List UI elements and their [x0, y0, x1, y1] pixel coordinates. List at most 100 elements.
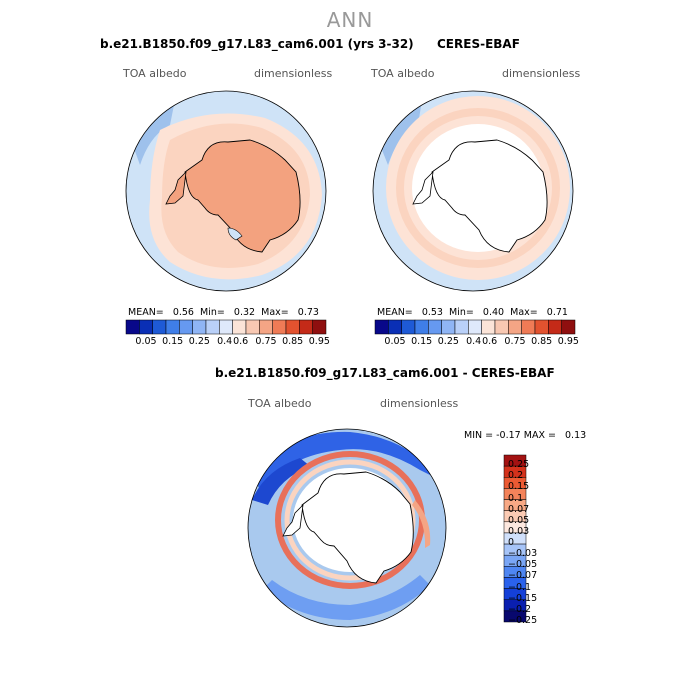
- map3-peninsula: [282, 503, 304, 537]
- colorbar3-tick-label: 0.25: [508, 459, 530, 471]
- colorbar2-swatch: [561, 319, 576, 335]
- colorbar3-tick-label: −0.1: [508, 581, 532, 593]
- colorbar2-swatch: [401, 319, 416, 335]
- panel1-right-label: dimensionless: [254, 67, 333, 80]
- colorbar1-swatch: [312, 319, 327, 335]
- panel2-stats: MEAN= 0.53 Min= 0.40 Max= 0.71: [377, 307, 568, 318]
- map2-island: [377, 150, 380, 154]
- panel1-min-value: 0.32: [233, 307, 256, 318]
- panel3-stats: MIN = -0.17 MAX = 0.13: [464, 430, 586, 441]
- map2: [373, 91, 573, 291]
- map3-deep-negative: [252, 458, 310, 505]
- colorbar1-tick-label: 0.95: [308, 336, 330, 347]
- colorbar1-swatch: [219, 319, 233, 335]
- colorbar3-tick-label: 0: [508, 537, 515, 549]
- panel2-mean-label: MEAN=: [377, 307, 413, 318]
- page-title: ANN: [326, 8, 374, 32]
- map1: [126, 91, 326, 291]
- colorbar3-tick-label: −0.05: [508, 559, 538, 571]
- colorbar3-tick-label: −0.03: [508, 548, 538, 560]
- colorbar3-tick-label: −0.15: [508, 592, 538, 604]
- colorbar1-tick-label: 0.75: [255, 336, 277, 347]
- panel1-max-value: 0.73: [297, 307, 319, 318]
- colorbar3: [503, 454, 527, 623]
- panel3-max-label: MAX =: [523, 430, 556, 441]
- colorbar2-swatch: [521, 319, 536, 335]
- colorbar2-swatch: [388, 319, 402, 335]
- colorbar2-swatch: [441, 319, 456, 335]
- colorbar1-swatch: [285, 319, 300, 335]
- panel2-min-value: 0.40: [482, 307, 505, 318]
- map3: [248, 429, 446, 627]
- colorbar1-tick-label: 0.6: [233, 336, 249, 347]
- map2-antarctica: [431, 139, 548, 253]
- map3-strong-negative: [250, 431, 440, 490]
- colorbar2-tick-label: 0.95: [557, 336, 579, 347]
- colorbar1-swatch: [179, 319, 193, 335]
- colorbar3-tick-label: −0.2: [508, 603, 532, 615]
- colorbar1-swatch: [139, 319, 153, 335]
- colorbar2-swatch: [454, 319, 469, 335]
- colorbar3-tick-label: 0.1: [508, 492, 524, 504]
- colorbar2-tick-label: 0.25: [437, 336, 459, 347]
- colorbar1-swatch: [165, 319, 180, 335]
- panel3-min-label: MIN =: [464, 430, 494, 441]
- panel3-max-value: 0.13: [565, 430, 587, 441]
- panel1-mean-value: 0.56: [172, 307, 194, 318]
- panel2-title: CERES-EBAF: [437, 37, 520, 51]
- panel2-min-label: Min=: [449, 307, 474, 318]
- colorbar1-swatch: [125, 319, 140, 335]
- map1-border: [125, 90, 327, 292]
- panel2-mean-value: 0.53: [421, 307, 443, 318]
- colorbar2-tick-label: 0.6: [482, 336, 498, 347]
- panel2-max-label: Max=: [510, 307, 538, 318]
- colorbar1-swatch: [205, 319, 220, 335]
- colorbar1-swatch: [299, 319, 313, 335]
- map1-blue-patch: [131, 100, 175, 165]
- map1-peninsula: [165, 170, 187, 205]
- colorbar2-swatch: [481, 319, 496, 335]
- colorbar3-tick-label: 0.15: [508, 481, 530, 493]
- panel1-max-label: Max=: [261, 307, 289, 318]
- panel3-title: b.e21.B1850.f09_g17.L83_cam6.001 - CERES…: [215, 366, 555, 380]
- colorbar2-swatch: [494, 319, 509, 335]
- panel1-stats: MEAN= 0.56 Min= 0.32 Max= 0.73: [128, 307, 319, 318]
- colorbar1-swatch: [245, 319, 260, 335]
- colorbar2-tick-label: 0.4: [466, 336, 482, 347]
- colorbar1-tick-label: 0.15: [162, 336, 184, 347]
- map1-ross-sea: [227, 227, 243, 241]
- colorbar1-swatch: [272, 319, 287, 335]
- colorbar3-tick-label: 0.2: [508, 470, 524, 482]
- colorbar2-swatch: [468, 319, 482, 335]
- colorbar2-swatch: [534, 319, 549, 335]
- panel3-min-value: -0.17: [496, 430, 521, 441]
- map3-east-positive: [412, 500, 431, 548]
- map3-south-negative: [262, 575, 430, 620]
- colorbar2-tick-label: 0.15: [411, 336, 433, 347]
- colorbar3-tick-label: −0.07: [508, 570, 538, 582]
- colorbar1-swatch: [259, 319, 273, 335]
- panel1-left-label: TOA albedo: [123, 67, 187, 80]
- colorbar2-swatch: [428, 319, 442, 335]
- colorbar3-tick-label: 0.05: [508, 514, 530, 526]
- colorbar1-swatch: [232, 319, 247, 335]
- panel3-right-label: dimensionless: [380, 397, 459, 410]
- colorbar2-tick-label: 0.05: [384, 336, 406, 347]
- colorbar2: [374, 319, 576, 335]
- panel1-mean-label: MEAN=: [128, 307, 164, 318]
- panel3-left-label: TOA albedo: [248, 397, 312, 410]
- map2-peninsula: [412, 170, 434, 205]
- panel2-right-label: dimensionless: [502, 67, 581, 80]
- colorbar1-tick-label: 0.05: [135, 336, 157, 347]
- colorbar2-swatch: [414, 319, 429, 335]
- colorbar1-swatch: [152, 319, 167, 335]
- colorbar3-tick-label: 0.03: [508, 525, 530, 537]
- colorbar3-tick-label: −0.25: [508, 615, 538, 626]
- colorbar1: [125, 319, 327, 335]
- colorbar1-tick-label: 0.85: [282, 336, 304, 347]
- colorbar3-tick-label: 0.07: [508, 503, 530, 515]
- colorbar2-swatch: [374, 319, 389, 335]
- colorbar2-swatch: [548, 319, 562, 335]
- panel2-max-value: 0.71: [546, 307, 568, 318]
